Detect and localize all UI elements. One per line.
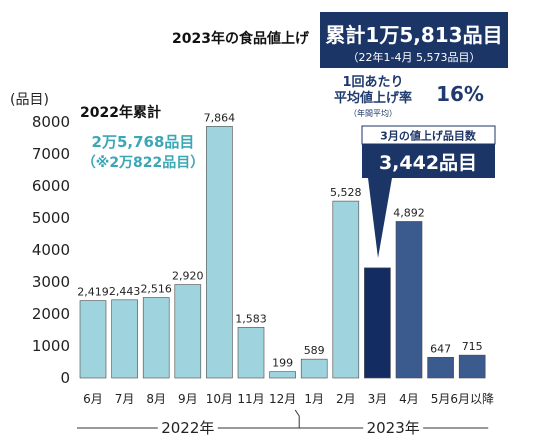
y-unit-label: (品目) [10, 92, 49, 108]
bar [269, 371, 296, 379]
category-label: 10月 [206, 392, 233, 406]
bar-value-label: 2,419 [77, 286, 109, 299]
bar-value-label: 589 [304, 344, 325, 357]
y-tick-label: 4000 [32, 241, 70, 259]
y-tick-label: 1000 [32, 337, 70, 355]
category-label: 7月 [115, 392, 135, 406]
y-tick-label: 3000 [32, 273, 70, 291]
bar [300, 358, 328, 379]
bar [142, 297, 170, 379]
bar-value-label: 199 [272, 357, 293, 370]
year-group-label: 2023年 [367, 419, 420, 437]
category-label: 4月 [399, 392, 419, 406]
bar-value-label: 4,892 [393, 206, 425, 219]
y-tick-label: 8000 [32, 113, 70, 131]
bar [206, 126, 233, 379]
y-tick-label: 7000 [32, 145, 70, 163]
y-tick-label: 2000 [32, 305, 70, 323]
year-groups: 2022年 2023年 [77, 409, 489, 437]
total-2022-title: 2022年累計 [80, 104, 161, 121]
total-2023-box [320, 12, 508, 68]
category-label: 11月 [237, 392, 264, 406]
category-label: 8月 [146, 392, 166, 406]
bar-value-label: 647 [430, 342, 451, 355]
bar-value-label: 2,920 [172, 270, 204, 283]
march-callout-pointer [368, 178, 392, 258]
bar [237, 327, 265, 379]
category-label: 6月 [83, 392, 103, 406]
march-title: 3月の値上げ品目数 [380, 129, 477, 143]
bar-value-label: 5,528 [330, 186, 362, 199]
avg-rate-value: 16% [436, 82, 484, 106]
year-group-label: 2022年 [161, 419, 214, 437]
category-label: 5月 [431, 392, 451, 406]
category-label: 9月 [178, 392, 198, 406]
march-value-box [362, 144, 495, 178]
total-2023-sub: （22年1-4月 5,573品目） [348, 50, 481, 64]
year-separator [294, 409, 300, 428]
avg-rate-note: （年間平均） [349, 108, 397, 118]
bar [395, 221, 423, 379]
y-tick-label: 6000 [32, 177, 70, 195]
category-label: 2月 [336, 392, 356, 406]
bar [427, 356, 454, 379]
bar-value-label: 7,864 [204, 111, 236, 124]
bar-value-label: 2,516 [140, 282, 172, 295]
bar-value-label: 2,443 [109, 285, 141, 298]
bar [364, 267, 391, 379]
bar [458, 354, 486, 379]
category-label: 1月 [304, 392, 324, 406]
y-axis: (品目) 0 1000 2000 3000 4000 5000 6000 7000 8000 [10, 92, 70, 387]
category-label: 12月 [269, 392, 296, 406]
avg-rate-label-2: 平均値上げ率 [334, 90, 412, 106]
bar-value-label: 715 [462, 340, 483, 353]
category-labels: 6月 7月 8月 9月 10月 11月 12月 1月 2月 3月 4月 5月 6月以降 [83, 392, 494, 406]
bar [174, 284, 202, 379]
total-2022-value: 2万5,768品目 [92, 133, 195, 151]
total-2022-sub: （※2万822品目） [82, 155, 205, 171]
title-2023: 2023年の食品値上げ [172, 30, 310, 47]
march-value: 3,442品目 [379, 152, 477, 174]
category-label: 6月以降 [450, 392, 494, 406]
y-tick-label: 5000 [32, 209, 70, 227]
bar-value-label: 1,583 [235, 312, 267, 325]
bar [332, 200, 360, 379]
bar [111, 299, 138, 379]
y-tick-label: 0 [60, 369, 70, 387]
total-2023-text: 累計1万5,813品目 [325, 23, 502, 47]
category-label: 3月 [368, 392, 388, 406]
bars [79, 126, 486, 379]
bar [79, 300, 107, 379]
avg-rate-label-1: 1回あたり [342, 75, 403, 90]
